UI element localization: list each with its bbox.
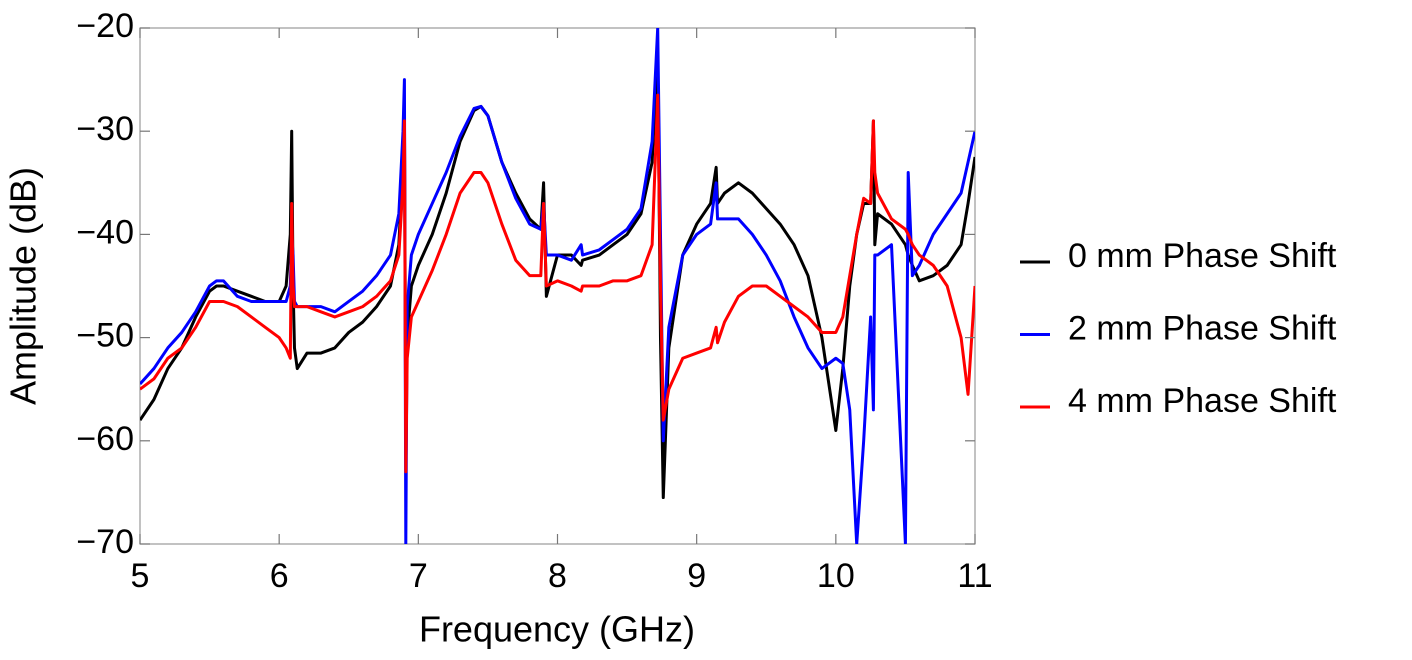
legend-text: 4 mm Phase Shift xyxy=(1068,382,1337,420)
y-tick-label: −20 xyxy=(76,7,134,45)
x-axis-label: Frequency (GHz) xyxy=(419,609,695,650)
y-tick-label: −50 xyxy=(76,317,134,355)
y-tick-label: −70 xyxy=(76,523,134,561)
plot-area xyxy=(140,28,975,544)
x-tick-label: 7 xyxy=(409,557,428,595)
y-tick-label: −30 xyxy=(76,110,134,148)
y-tick-label: −40 xyxy=(76,213,134,251)
legend-text: 0 mm Phase Shift xyxy=(1068,237,1337,275)
x-tick-label: 11 xyxy=(957,557,992,595)
y-tick-label: −60 xyxy=(76,420,134,458)
x-tick-label: 5 xyxy=(131,557,150,595)
x-tick-label: 9 xyxy=(687,557,706,595)
y-axis-label: Amplitude (dB) xyxy=(3,167,44,405)
legend-text: 2 mm Phase Shift xyxy=(1068,309,1337,347)
x-tick-label: 8 xyxy=(548,557,567,595)
series-line xyxy=(140,93,975,474)
x-tick-label: 6 xyxy=(270,557,289,595)
x-tick-label: 10 xyxy=(817,557,855,595)
